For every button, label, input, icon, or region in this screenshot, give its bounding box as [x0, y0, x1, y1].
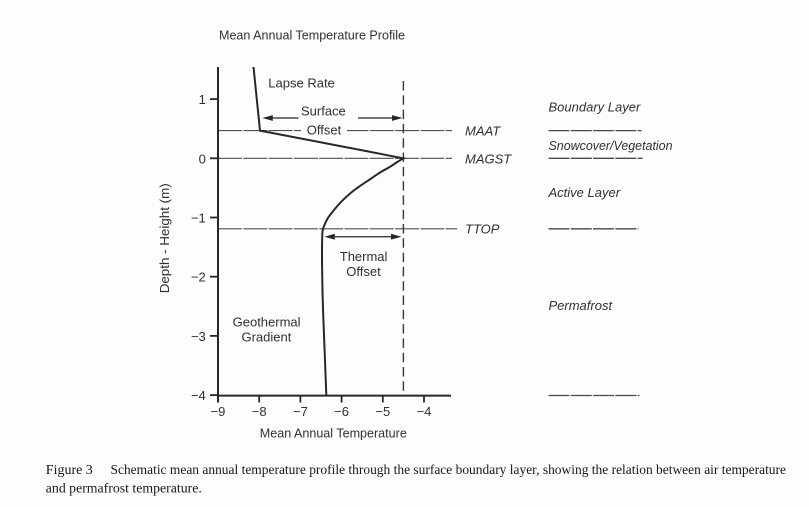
svg-text:Lapse Rate: Lapse Rate: [268, 76, 335, 91]
svg-text:Offset: Offset: [307, 122, 342, 137]
svg-text:TTOP: TTOP: [465, 222, 500, 237]
svg-text:Figure 3: Figure 3: [46, 462, 93, 477]
svg-text:Surface: Surface: [301, 104, 346, 119]
svg-text:−9: −9: [211, 404, 226, 419]
svg-text:Permafrost: Permafrost: [549, 298, 614, 313]
svg-text:−8: −8: [252, 404, 267, 419]
svg-text:Geothermal: Geothermal: [233, 315, 301, 330]
svg-text:Boundary Layer: Boundary Layer: [549, 100, 641, 115]
svg-text:1: 1: [199, 92, 206, 107]
svg-text:−6: −6: [334, 404, 349, 419]
svg-text:MAGST: MAGST: [465, 151, 512, 166]
svg-text:−4: −4: [417, 404, 432, 419]
svg-text:Thermal: Thermal: [340, 249, 388, 264]
svg-text:−4: −4: [191, 388, 206, 403]
svg-text:−5: −5: [375, 404, 390, 419]
svg-text:Depth - Height (m): Depth - Height (m): [157, 183, 172, 293]
svg-text:MAAT: MAAT: [465, 124, 501, 139]
svg-text:Active Layer: Active Layer: [548, 185, 621, 200]
svg-text:−2: −2: [191, 270, 206, 285]
svg-text:Gradient: Gradient: [241, 329, 291, 344]
svg-text:−7: −7: [293, 404, 308, 419]
svg-text:−1: −1: [191, 211, 206, 226]
svg-text:Snowcover/Vegetation: Snowcover/Vegetation: [549, 138, 673, 153]
svg-text:Mean Annual Temperature Profil: Mean Annual Temperature Profile: [219, 27, 405, 42]
svg-text:Schematic mean annual temperat: Schematic mean annual temperature profil…: [111, 462, 787, 477]
svg-text:−3: −3: [191, 329, 206, 344]
svg-text:Offset: Offset: [346, 264, 381, 279]
svg-text:0: 0: [199, 151, 206, 166]
svg-text:Mean Annual Temperature: Mean Annual Temperature: [260, 425, 407, 440]
svg-text:and permafrost temperature.: and permafrost temperature.: [46, 480, 202, 495]
